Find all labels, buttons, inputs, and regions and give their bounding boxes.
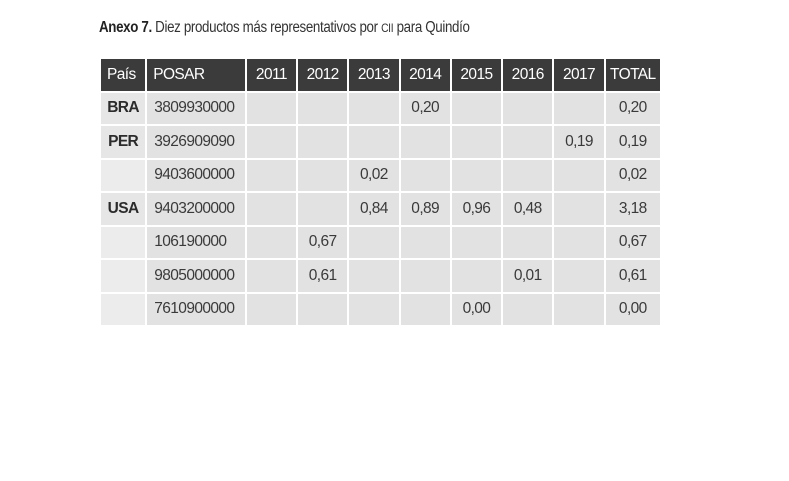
cell-total: 0,20 bbox=[605, 92, 660, 124]
table-row: 106190000 0,67 0,67 bbox=[101, 226, 660, 258]
header-2013: 2013 bbox=[349, 59, 399, 91]
cell-country bbox=[101, 226, 146, 258]
header-row: País POSAR 2011 2012 2013 2014 2015 2016… bbox=[101, 59, 660, 91]
table-header: País POSAR 2011 2012 2013 2014 2015 2016… bbox=[101, 59, 660, 91]
cell-posar: 3809930000 bbox=[147, 92, 245, 124]
cell-country bbox=[101, 159, 146, 191]
cell-country bbox=[101, 293, 146, 325]
cell-year-value bbox=[298, 126, 348, 158]
cell-year-value bbox=[554, 92, 604, 124]
cell-year-value bbox=[246, 293, 297, 325]
cell-year-value bbox=[554, 260, 604, 292]
cell-year-value bbox=[503, 92, 553, 124]
cell-year-value bbox=[554, 193, 604, 225]
cell-year-value bbox=[349, 92, 399, 124]
cell-year-value bbox=[503, 293, 553, 325]
cell-year-value bbox=[400, 260, 450, 292]
cell-year-value: 0,96 bbox=[451, 193, 502, 225]
header-2014: 2014 bbox=[400, 59, 450, 91]
cell-total: 3,18 bbox=[605, 193, 660, 225]
cell-posar: 9403200000 bbox=[147, 193, 245, 225]
cell-year-value: 0,20 bbox=[400, 92, 450, 124]
cell-country: PER bbox=[101, 126, 146, 158]
header-2012: 2012 bbox=[298, 59, 348, 91]
cell-year-value: 0,00 bbox=[451, 293, 502, 325]
cell-year-value bbox=[246, 159, 297, 191]
cell-posar: 9403600000 bbox=[147, 159, 245, 191]
cell-year-value bbox=[298, 193, 348, 225]
cell-year-value bbox=[246, 260, 297, 292]
products-table: País POSAR 2011 2012 2013 2014 2015 2016… bbox=[99, 57, 662, 327]
cell-year-value bbox=[246, 226, 297, 258]
table-body: BRA 3809930000 0,20 0,20 PER 3926909090 0,19 0,… bbox=[101, 92, 660, 325]
cell-year-value: 0,19 bbox=[554, 126, 604, 158]
table-row: USA 9403200000 0,84 0,89 0,96 0,48 3,18 bbox=[101, 193, 660, 225]
cell-posar: 106190000 bbox=[147, 226, 245, 258]
cell-country: USA bbox=[101, 193, 146, 225]
cell-year-value: 0,01 bbox=[503, 260, 553, 292]
cell-posar: 7610900000 bbox=[147, 293, 245, 325]
cell-year-value bbox=[298, 293, 348, 325]
cell-year-value bbox=[349, 126, 399, 158]
header-2016: 2016 bbox=[503, 59, 553, 91]
header-2017: 2017 bbox=[554, 59, 604, 91]
cell-year-value bbox=[246, 126, 297, 158]
header-posar: POSAR bbox=[147, 59, 245, 91]
cell-year-value bbox=[554, 293, 604, 325]
cell-country: BRA bbox=[101, 92, 146, 124]
cell-year-value: 0,84 bbox=[349, 193, 399, 225]
header-total: TOTAL bbox=[605, 59, 660, 91]
caption-text-end: para Quindío bbox=[393, 19, 470, 36]
caption-text: Diez productos más representativos por bbox=[151, 19, 382, 36]
cell-year-value bbox=[451, 92, 502, 124]
cell-year-value: 0,48 bbox=[503, 193, 553, 225]
caption-lead: Anexo 7. bbox=[99, 19, 152, 36]
cell-year-value bbox=[246, 92, 297, 124]
table-row: 9805000000 0,61 0,01 0,61 bbox=[101, 260, 660, 292]
caption-small-caps: CII bbox=[381, 21, 394, 35]
cell-year-value bbox=[503, 126, 553, 158]
cell-year-value bbox=[298, 159, 348, 191]
cell-year-value bbox=[298, 92, 348, 124]
cell-year-value bbox=[400, 293, 450, 325]
cell-year-value bbox=[554, 226, 604, 258]
cell-country bbox=[101, 260, 146, 292]
cell-year-value bbox=[451, 260, 502, 292]
cell-year-value bbox=[451, 126, 502, 158]
cell-year-value: 0,02 bbox=[349, 159, 399, 191]
cell-posar: 3926909090 bbox=[147, 126, 245, 158]
cell-year-value bbox=[554, 159, 604, 191]
cell-year-value bbox=[451, 226, 502, 258]
cell-year-value bbox=[246, 193, 297, 225]
cell-total: 0,19 bbox=[605, 126, 660, 158]
table-row: 7610900000 0,00 0,00 bbox=[101, 293, 660, 325]
cell-year-value bbox=[349, 226, 399, 258]
table-row: 9403600000 0,02 0,02 bbox=[101, 159, 660, 191]
cell-posar: 9805000000 bbox=[147, 260, 245, 292]
cell-total: 0,67 bbox=[605, 226, 660, 258]
cell-year-value bbox=[400, 159, 450, 191]
cell-year-value bbox=[503, 159, 553, 191]
header-pais: País bbox=[101, 59, 146, 91]
cell-year-value bbox=[400, 126, 450, 158]
cell-year-value: 0,61 bbox=[298, 260, 348, 292]
cell-total: 0,00 bbox=[605, 293, 660, 325]
cell-total: 0,02 bbox=[605, 159, 660, 191]
header-2015: 2015 bbox=[451, 59, 502, 91]
cell-year-value bbox=[400, 226, 450, 258]
cell-year-value: 0,89 bbox=[400, 193, 450, 225]
cell-year-value: 0,67 bbox=[298, 226, 348, 258]
cell-year-value bbox=[503, 226, 553, 258]
cell-year-value bbox=[349, 293, 399, 325]
header-2011: 2011 bbox=[246, 59, 297, 91]
table-caption: Anexo 7. Diez productos más representati… bbox=[99, 19, 470, 37]
table-row: BRA 3809930000 0,20 0,20 bbox=[101, 92, 660, 124]
table-row: PER 3926909090 0,19 0,19 bbox=[101, 126, 660, 158]
cell-year-value bbox=[451, 159, 502, 191]
cell-total: 0,61 bbox=[605, 260, 660, 292]
cell-year-value bbox=[349, 260, 399, 292]
